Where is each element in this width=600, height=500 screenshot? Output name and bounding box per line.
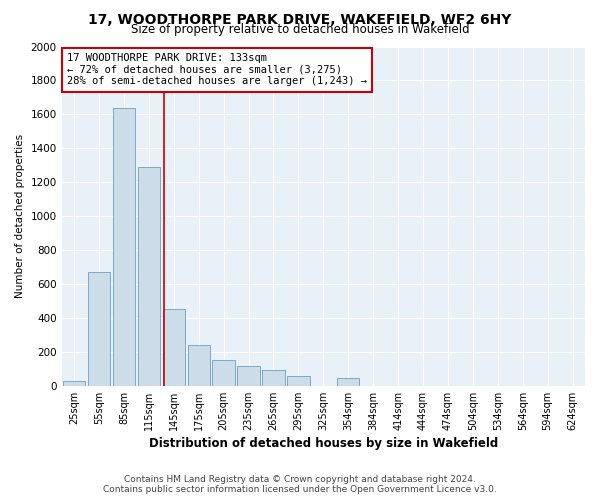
Bar <box>63 380 85 386</box>
Text: 17 WOODTHORPE PARK DRIVE: 133sqm
← 72% of detached houses are smaller (3,275)
28: 17 WOODTHORPE PARK DRIVE: 133sqm ← 72% o… <box>67 54 367 86</box>
Bar <box>238 366 260 386</box>
Bar <box>188 345 210 386</box>
Y-axis label: Number of detached properties: Number of detached properties <box>15 134 25 298</box>
X-axis label: Distribution of detached houses by size in Wakefield: Distribution of detached houses by size … <box>149 437 498 450</box>
Bar <box>163 310 185 386</box>
Bar <box>337 378 359 386</box>
Text: Contains HM Land Registry data © Crown copyright and database right 2024.
Contai: Contains HM Land Registry data © Crown c… <box>103 474 497 494</box>
Bar <box>113 108 135 386</box>
Bar <box>212 360 235 386</box>
Bar <box>262 370 285 386</box>
Bar <box>287 376 310 386</box>
Bar <box>137 167 160 386</box>
Text: 17, WOODTHORPE PARK DRIVE, WAKEFIELD, WF2 6HY: 17, WOODTHORPE PARK DRIVE, WAKEFIELD, WF… <box>88 12 512 26</box>
Text: Size of property relative to detached houses in Wakefield: Size of property relative to detached ho… <box>131 22 469 36</box>
Bar <box>88 272 110 386</box>
